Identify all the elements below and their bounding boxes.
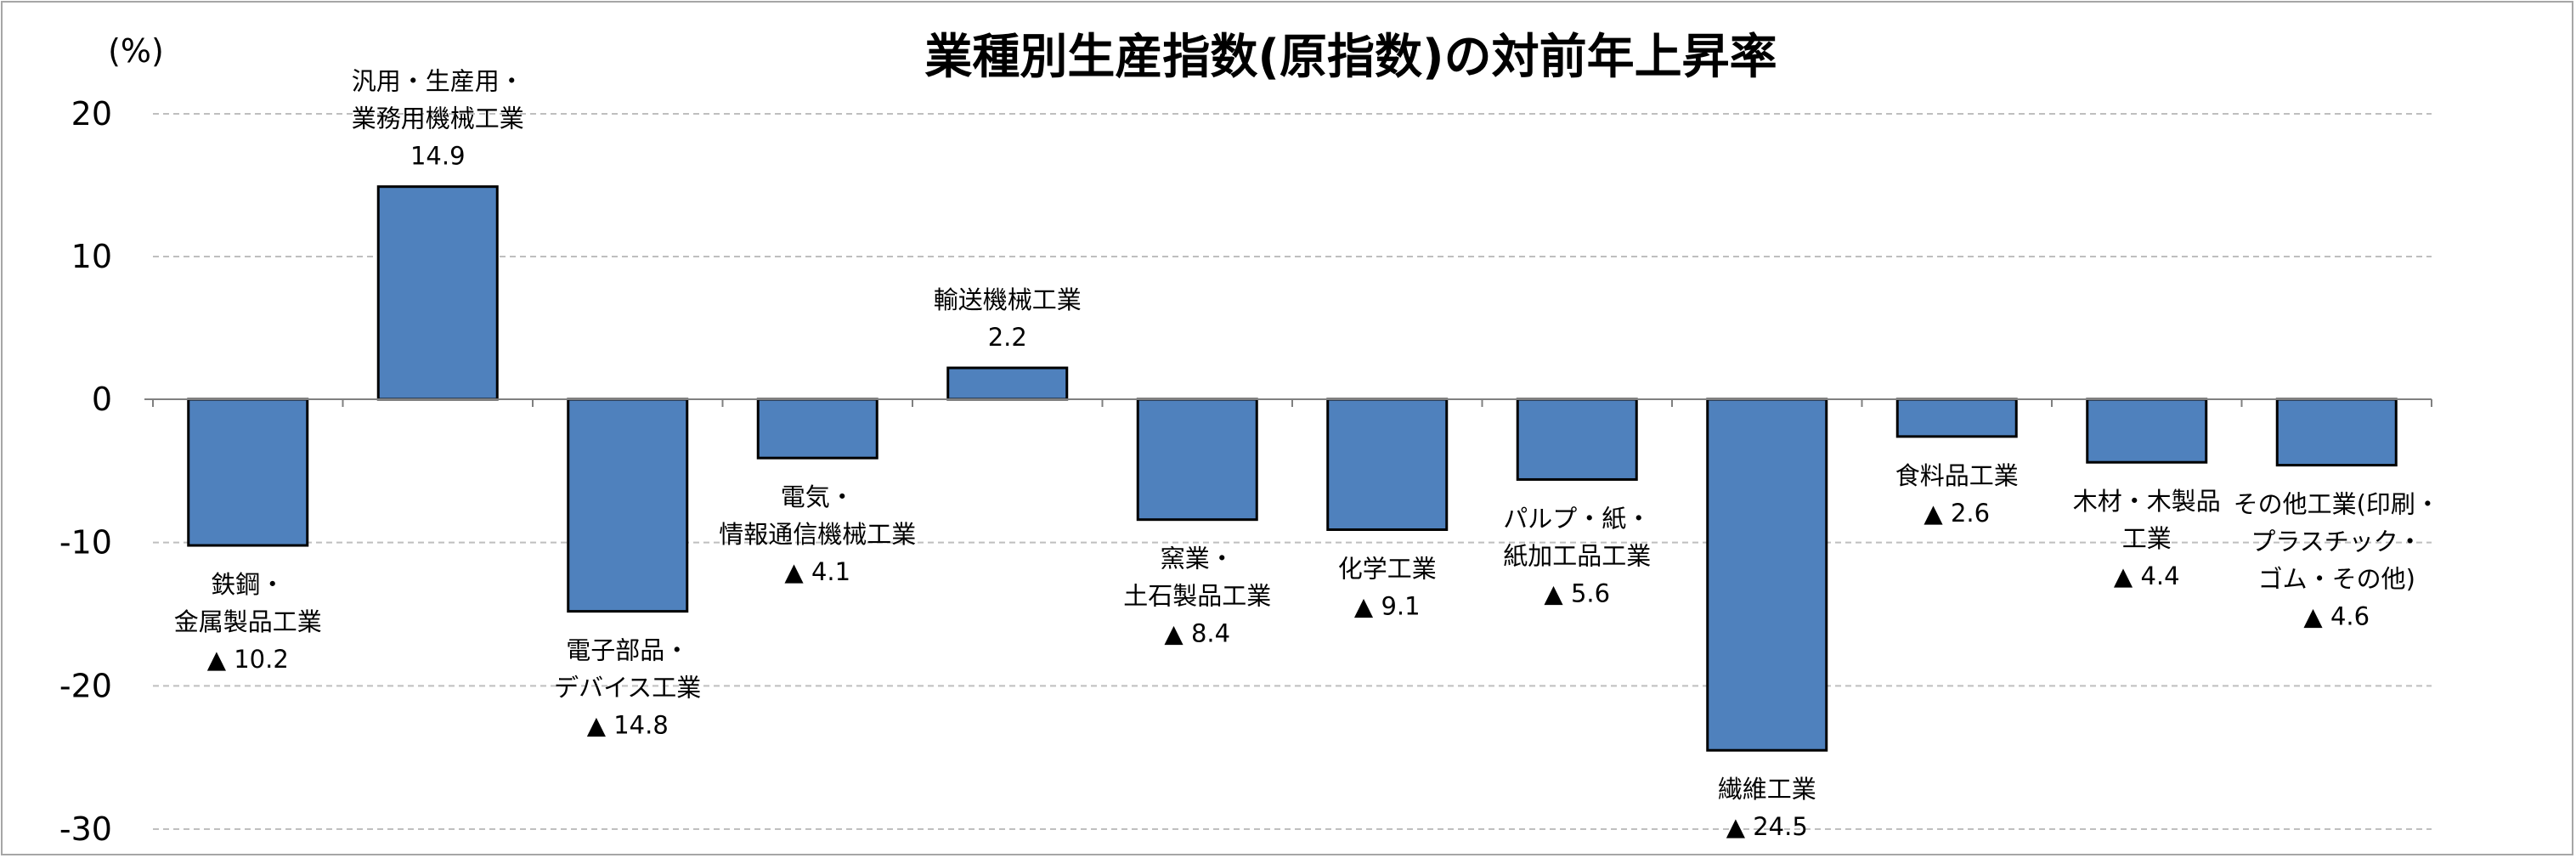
- value-label: ▲ 9.1: [1354, 591, 1421, 620]
- category-label: 土石製品工業: [1123, 582, 1271, 611]
- value-label: ▲ 24.5: [1726, 812, 1808, 841]
- category-label: その他工業(印刷・: [2234, 490, 2440, 519]
- category-label: 汎用・生産用・: [352, 67, 524, 96]
- value-label: ▲ 5.6: [1544, 579, 1610, 607]
- value-label: 14.9: [410, 142, 466, 171]
- category-label: 食料品工業: [1895, 461, 2019, 490]
- category-label: 情報通信機械工業: [719, 520, 916, 549]
- bar: [946, 366, 1069, 401]
- category-label: 金属製品工業: [174, 607, 322, 636]
- category-label: 業務用機械工業: [352, 104, 524, 133]
- category-label: 輸送機械工業: [934, 285, 1082, 314]
- category-label: 紙加工品工業: [1503, 541, 1651, 570]
- y-tick-label: 10: [71, 238, 112, 275]
- bar: [567, 398, 689, 613]
- bar: [1706, 398, 1828, 752]
- value-label: ▲ 4.1: [784, 557, 850, 586]
- value-label: ▲ 4.4: [2114, 562, 2180, 590]
- y-tick-label: 20: [71, 95, 112, 133]
- category-label: 工業: [2122, 524, 2172, 553]
- value-label: ▲ 4.6: [2303, 602, 2370, 631]
- category-label: プラスチック・: [2251, 528, 2422, 556]
- data-labels: 鉄鋼・金属製品工業 ▲ 10.2 汎用・生産用・業務用機械工業 14.9 電子部品・デバ…: [174, 67, 2440, 842]
- y-tick-label: -10: [59, 524, 112, 562]
- value-label: ▲ 8.4: [1164, 619, 1230, 648]
- value-label: 2.2: [988, 323, 1027, 352]
- x-axis: [144, 398, 2432, 407]
- value-label: ▲ 10.2: [207, 645, 289, 674]
- category-label: 鉄鋼・: [211, 570, 285, 599]
- bars: [187, 185, 2398, 752]
- bar: [2275, 398, 2398, 467]
- gridlines: [153, 113, 2432, 830]
- chart-title: 業種別生産指数(原指数)の対前年上昇率: [924, 30, 1777, 85]
- y-axis-unit-label: (%): [108, 32, 164, 70]
- category-label: ゴム・その他): [2258, 565, 2415, 594]
- y-tick-label: 0: [92, 381, 112, 418]
- bar: [1326, 398, 1449, 531]
- category-label: 電気・: [781, 483, 855, 511]
- bar: [1895, 398, 2018, 438]
- y-tick-label: -30: [59, 810, 112, 848]
- y-tick-label: -20: [59, 667, 112, 704]
- category-label: デバイス工業: [554, 674, 701, 703]
- bar: [2086, 398, 2208, 464]
- category-label: 繊維工業: [1718, 775, 1816, 804]
- bar: [187, 398, 309, 547]
- category-label: 窯業・: [1161, 545, 1234, 573]
- bar: [1516, 398, 1638, 481]
- bar: [1136, 398, 1258, 522]
- category-label: パルプ・紙・: [1503, 504, 1651, 533]
- value-label: ▲ 14.8: [587, 711, 669, 740]
- category-label: 木材・木製品: [2073, 487, 2221, 516]
- y-axis-ticks: 20 10 0 -10 -20 -30: [59, 95, 112, 848]
- category-label: 電子部品・: [566, 636, 689, 665]
- bar: [376, 185, 499, 401]
- value-label: ▲ 2.6: [1924, 499, 1990, 528]
- bar: [756, 398, 878, 460]
- category-label: 化学工業: [1338, 554, 1437, 583]
